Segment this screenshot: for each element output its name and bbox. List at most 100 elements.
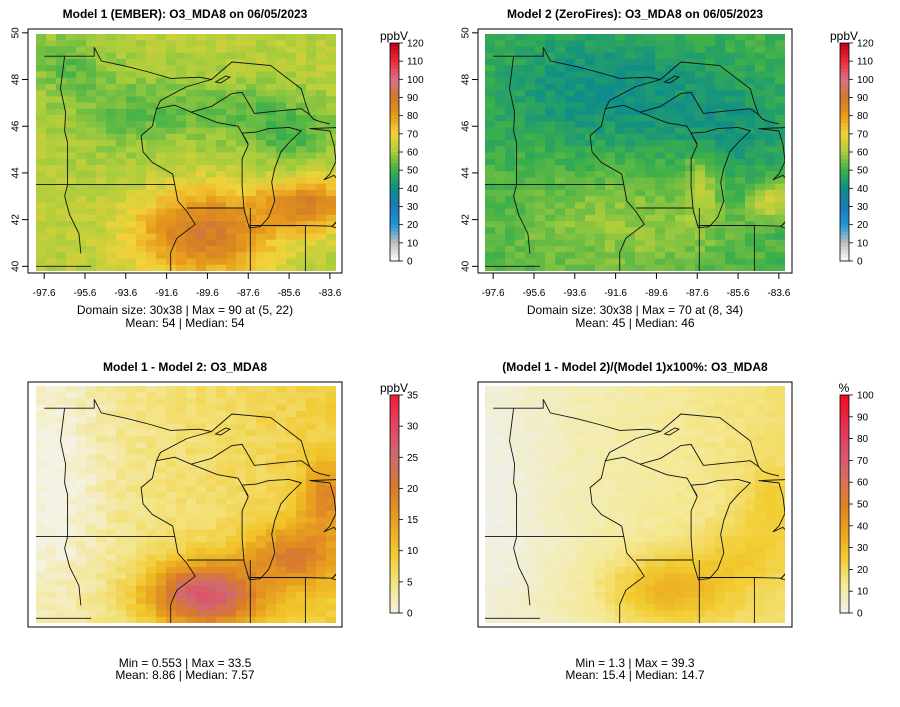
heat-cell — [306, 610, 317, 618]
heat-cell — [635, 473, 646, 481]
heat-cell — [126, 392, 137, 400]
heat-cell — [655, 404, 666, 412]
heat-cell — [775, 108, 785, 116]
heat-cell — [256, 158, 267, 166]
heat-cell — [715, 541, 726, 549]
heat-cell — [216, 598, 227, 605]
heat-cell — [515, 164, 526, 172]
heat-cell — [226, 65, 237, 73]
heat-cell — [725, 252, 736, 260]
heat-cell — [645, 183, 656, 191]
heat-cell — [765, 108, 776, 116]
heat-cell — [166, 202, 177, 210]
heat-cell — [106, 177, 117, 185]
heat-cell — [565, 516, 576, 524]
heat-cell — [585, 252, 596, 260]
heat-cell — [575, 498, 586, 506]
heat-cell — [635, 398, 646, 406]
heat-cell — [635, 233, 646, 241]
heat-cell — [266, 398, 277, 406]
heat-cell — [675, 214, 686, 222]
heat-cell — [316, 573, 327, 580]
heat-cell — [555, 479, 566, 487]
heat-cell — [226, 83, 237, 91]
heat-cell — [655, 158, 666, 166]
heat-cell — [495, 498, 506, 506]
heat-cell — [575, 510, 586, 518]
heat-cell — [326, 504, 336, 512]
colorbar-segment — [840, 112, 849, 117]
heat-cell — [655, 473, 666, 481]
heat-cell — [545, 423, 556, 431]
heat-cell — [56, 171, 67, 179]
heat-cell — [645, 498, 656, 506]
heat-cell — [675, 96, 686, 104]
heat-cell — [595, 548, 606, 555]
x-tick-label: -91.6 — [155, 288, 178, 299]
heat-cell — [166, 386, 177, 393]
heat-cell — [96, 460, 107, 468]
heat-cell — [515, 246, 526, 253]
heat-cell — [705, 90, 716, 97]
colorbar-segment — [840, 485, 849, 490]
heat-cell — [595, 417, 606, 425]
heat-cell — [565, 196, 576, 203]
heat-cell — [765, 189, 776, 197]
heat-cell — [645, 171, 656, 179]
heat-cell — [725, 429, 736, 437]
heat-cell — [555, 108, 566, 116]
heat-cell — [216, 392, 227, 400]
colorbar-segment — [390, 50, 399, 55]
heat-cell — [246, 541, 257, 549]
heat-cell — [745, 473, 756, 481]
heat-cell — [266, 140, 277, 147]
heat-cell — [585, 442, 596, 449]
heat-cell — [46, 214, 57, 222]
heat-cell — [246, 435, 257, 443]
heat-cell — [56, 239, 67, 247]
heat-cell — [735, 140, 746, 147]
heat-cell — [66, 102, 77, 110]
heat-cell — [216, 52, 227, 60]
heat-cell — [56, 548, 67, 555]
heat-cell — [515, 591, 526, 599]
heat-cell — [276, 529, 287, 537]
colorbar-tick-label: 10 — [407, 238, 419, 249]
heat-cell — [66, 398, 77, 406]
heat-cell — [515, 504, 526, 512]
heat-cell — [755, 616, 766, 623]
heat-cell — [186, 83, 197, 91]
colorbar-segment — [390, 580, 399, 585]
heat-cell — [126, 158, 137, 166]
heat-cell — [725, 398, 736, 406]
heat-cell — [246, 498, 257, 506]
heat-cell — [146, 392, 157, 400]
heat-cell — [605, 46, 616, 54]
heat-cell — [585, 233, 596, 241]
heat-cell — [296, 121, 307, 129]
heat-cell — [136, 560, 147, 568]
heat-cell — [236, 535, 247, 543]
heat-cell — [495, 398, 506, 406]
heat-cell — [705, 498, 716, 506]
heat-cell — [86, 208, 97, 216]
heat-cell — [745, 239, 756, 247]
heat-cell — [76, 598, 87, 605]
heat-cell — [705, 183, 716, 191]
heat-cell — [485, 548, 496, 555]
heat-cell — [66, 435, 77, 443]
heat-cell — [745, 34, 756, 41]
heat-cell — [326, 442, 336, 449]
heat-cell — [206, 591, 217, 599]
heat-cell — [276, 504, 287, 512]
heat-cell — [216, 460, 227, 468]
heat-cell — [645, 115, 656, 122]
heat-cell — [276, 246, 287, 253]
heat-cell — [625, 410, 636, 418]
heat-cell — [36, 566, 47, 574]
heat-cell — [665, 398, 676, 406]
heat-cell — [595, 523, 606, 531]
heat-cell — [645, 448, 656, 456]
heat-cell — [196, 102, 207, 110]
heat-cell — [186, 133, 197, 141]
